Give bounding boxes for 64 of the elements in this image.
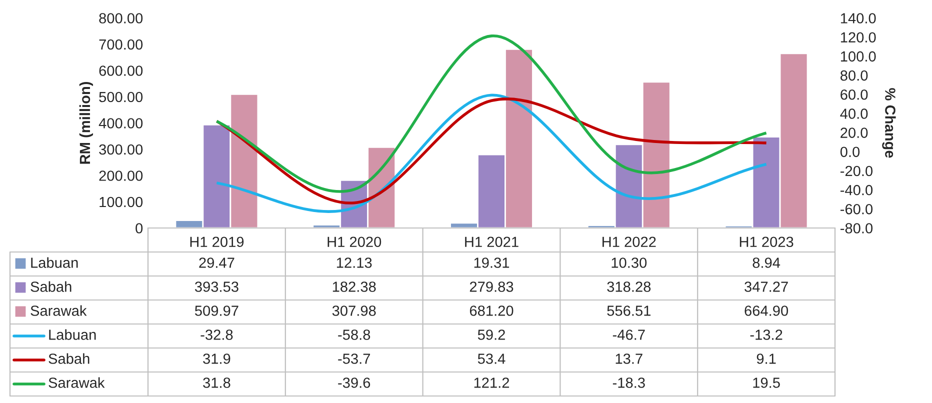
y2-axis-title: % Change (882, 88, 896, 158)
y2-tick-label: 20.0 (840, 128, 868, 138)
data-label: 347.27 (744, 282, 788, 292)
legend-label: Sarawak (48, 377, 105, 388)
y2-tick-label: 0.0 (840, 146, 860, 158)
data-label: -32.8 (200, 330, 233, 340)
y2-tick-label: 100.0 (840, 51, 876, 62)
data-label: -18.3 (612, 378, 645, 388)
data-label: 509.97 (194, 306, 238, 316)
y-tick-label: 300.00 (99, 144, 143, 155)
data-label: 279.83 (470, 282, 514, 292)
y2-tick-label: 80.0 (840, 70, 868, 81)
y2-tick-label: 60.0 (840, 89, 868, 100)
data-label: 59.2 (478, 330, 505, 340)
data-label: 556.51 (607, 306, 650, 316)
legend-label: Labuan (31, 257, 78, 268)
y2-tick-label: 120.0 (840, 32, 876, 43)
y2-tick-label: 40.0 (840, 108, 868, 119)
y-tick-label: 700.00 (99, 39, 143, 50)
data-label: 318.28 (607, 282, 651, 292)
y-tick-label: 800.00 (99, 13, 143, 24)
y-tick-label: 500.00 (99, 92, 143, 102)
data-label: -13.2 (750, 330, 782, 340)
data-label: 29.47 (199, 258, 234, 268)
x-tick-label: H1 2023 (740, 236, 794, 248)
y2-tick-label: -60.0 (840, 204, 873, 214)
y2-tick-label: -40.0 (840, 184, 873, 196)
data-label: 19.5 (753, 378, 780, 388)
data-label: 19.31 (474, 258, 510, 268)
data-label: 681.20 (470, 306, 514, 316)
y-tick-label: 400.00 (98, 118, 143, 128)
data-label: -39.6 (338, 378, 370, 388)
y2-tick-label: -20.0 (840, 166, 873, 176)
data-label: 9.1 (756, 354, 776, 364)
legend-label: Sabah (30, 281, 72, 292)
data-label: 31.8 (203, 378, 230, 388)
data-label: -58.8 (338, 330, 370, 340)
data-label: 121.2 (474, 378, 510, 388)
data-label: 31.9 (203, 354, 230, 364)
legend-label: Sabah (48, 353, 90, 364)
y-tick-label: 100.00 (100, 196, 143, 208)
x-tick-label: H1 2019 (190, 236, 244, 248)
y-tick-label: 600.00 (99, 66, 143, 76)
legend-label: Sarawak (30, 305, 87, 316)
y-tick-label: 200.00 (99, 170, 143, 181)
y2-tick-label: -80.0 (840, 223, 873, 234)
data-label: 12.13 (336, 258, 372, 268)
legend-label: Labuan (49, 329, 96, 340)
data-label: -46.7 (612, 330, 645, 340)
data-label: 182.38 (332, 282, 376, 292)
data-label: 664.90 (744, 306, 788, 316)
x-tick-label: H1 2021 (465, 236, 518, 248)
y2-tick-label: 140.0 (840, 13, 876, 24)
data-label: 307.98 (332, 306, 376, 316)
y-axis-title: RM (million) (79, 82, 93, 164)
x-tick-label: H1 2022 (602, 236, 656, 248)
data-label: 10.30 (612, 258, 647, 268)
data-label: 8.94 (752, 258, 780, 268)
x-tick-label: H1 2020 (328, 236, 382, 248)
data-label: 53.4 (478, 354, 506, 364)
data-label: -53.7 (338, 354, 370, 364)
y-tick-label: 0 (136, 223, 143, 234)
data-label: 13.7 (616, 354, 642, 364)
data-label: 393.53 (194, 282, 238, 292)
